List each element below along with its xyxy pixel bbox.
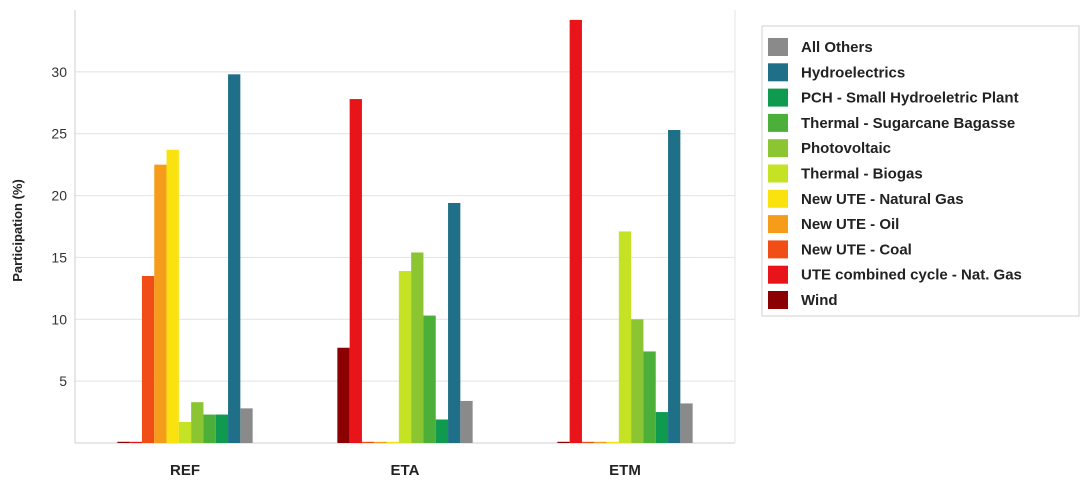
x-tick-label: ETM — [609, 462, 641, 479]
legend-label: Thermal - Biogas — [801, 166, 923, 183]
bar-etm-wind — [557, 441, 570, 443]
legend: All Others Hydroelectrics PCH - Small Hydr… — [761, 25, 1080, 317]
bar-etm-photovoltaic — [631, 319, 644, 443]
legend-swatch — [768, 265, 788, 284]
legend-item: Hydroelectrics — [768, 63, 905, 82]
legend-item: Photovoltaic — [768, 139, 891, 158]
bar-ref-pch-small-hydroeletric-plant — [215, 414, 229, 443]
bar-ref-new-ute-oil — [154, 164, 167, 443]
legend-swatch — [768, 240, 788, 259]
bar-eta-new-ute-oil — [374, 441, 387, 443]
legend-swatch — [768, 139, 788, 158]
legend-box — [761, 25, 1080, 317]
x-tick-label: REF — [170, 462, 200, 479]
legend-item: New UTE - Coal — [768, 240, 912, 259]
legend-swatch — [768, 291, 788, 309]
bar-eta-new-ute-coal — [361, 441, 375, 443]
bar-ref-photovoltaic — [191, 402, 204, 443]
legend-label: Wind — [801, 292, 838, 309]
bar-eta-new-ute-natural-gas — [386, 441, 399, 443]
legend-swatch — [768, 215, 788, 234]
plot-area: 5 10 15 20 25 30 Participation (%) REF ETA ETM — [10, 10, 736, 479]
bar-eta-thermal-sugarcane-bagasse — [423, 315, 436, 443]
legend-item: New UTE - Oil — [768, 215, 899, 234]
legend-item: Thermal - Sugarcane Bagasse — [768, 113, 1015, 132]
legend-label: Hydroelectrics — [801, 64, 905, 81]
bar-ref-new-ute-coal — [141, 275, 155, 443]
legend-label: New UTE - Natural Gas — [801, 191, 964, 208]
bar-ref-thermal-sugarcane-bagasse — [203, 414, 216, 443]
y-tick-label: 25 — [51, 126, 67, 142]
legend-label: Photovoltaic — [801, 140, 891, 157]
bar-etm-hydroelectrics — [668, 130, 681, 443]
bar-ref-wind — [117, 441, 130, 443]
bar-eta-all-others — [460, 400, 473, 443]
y-tick-label: 5 — [59, 373, 67, 389]
legend-label: All Others — [801, 39, 873, 56]
legend-swatch — [768, 63, 788, 82]
bar-eta-thermal-biogas — [398, 271, 412, 443]
bar-ref-ute-combined-cycle-nat-gas — [129, 441, 142, 443]
legend-item: UTE combined cycle - Nat. Gas — [768, 265, 1022, 284]
bar-etm-new-ute-coal — [581, 441, 595, 443]
bar-etm-thermal-sugarcane-bagasse — [643, 351, 656, 443]
bar-etm-all-others — [680, 403, 693, 443]
legend-item: New UTE - Natural Gas — [768, 189, 964, 208]
legend-swatch — [768, 113, 788, 132]
bar-etm-thermal-biogas — [618, 231, 632, 443]
x-tick-label: ETA — [391, 462, 420, 479]
legend-label: New UTE - Coal — [801, 241, 912, 258]
legend-swatch — [768, 189, 788, 208]
legend-label: New UTE - Oil — [801, 216, 899, 233]
y-tick-label: 30 — [51, 64, 67, 80]
y-tick-label: 20 — [51, 188, 67, 204]
bar-etm-new-ute-natural-gas — [606, 441, 619, 443]
y-tick-label: 15 — [51, 249, 67, 265]
bar-ref-hydroelectrics — [228, 74, 241, 443]
bar-eta-hydroelectrics — [448, 202, 461, 443]
legend-swatch — [768, 38, 788, 56]
bar-eta-photovoltaic — [411, 252, 424, 443]
bar-ref-thermal-biogas — [178, 421, 192, 443]
bar-etm-pch-small-hydroeletric-plant — [655, 412, 669, 443]
bar-etm-new-ute-oil — [594, 441, 607, 443]
legend-item: All Others — [768, 38, 873, 56]
bar-eta-wind — [337, 347, 350, 443]
bar-ref-all-others — [240, 408, 253, 443]
legend-swatch — [768, 88, 788, 107]
legend-item: Wind — [768, 291, 838, 309]
legend-swatch — [768, 164, 788, 183]
y-axis-title: Participation (%) — [10, 179, 25, 282]
bars — [117, 19, 693, 444]
legend-label: UTE combined cycle - Nat. Gas — [801, 267, 1022, 284]
bar-eta-pch-small-hydroeletric-plant — [435, 419, 449, 443]
bar-eta-ute-combined-cycle-nat-gas — [349, 99, 362, 443]
legend-label: Thermal - Sugarcane Bagasse — [801, 115, 1015, 132]
legend-item: Thermal - Biogas — [768, 164, 923, 183]
legend-label: PCH - Small Hydroeletric Plant — [801, 90, 1019, 107]
y-tick-label: 10 — [51, 311, 67, 327]
legend-item: PCH - Small Hydroeletric Plant — [768, 88, 1019, 107]
bar-etm-ute-combined-cycle-nat-gas — [569, 19, 582, 444]
bar-ref-new-ute-natural-gas — [166, 149, 179, 444]
